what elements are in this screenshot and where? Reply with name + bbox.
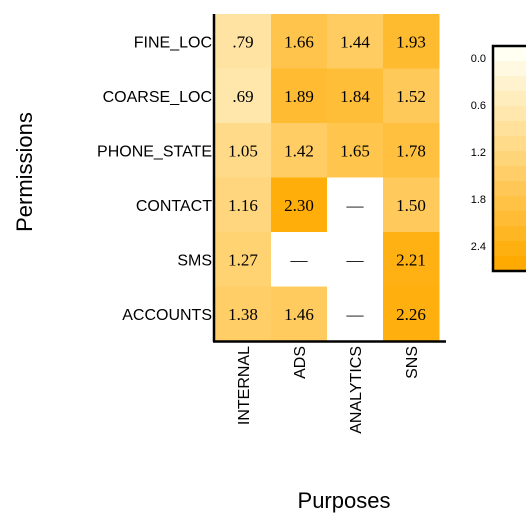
heatmap-cell: [215, 123, 272, 178]
row-labels: FINE_LOC COARSE_LOC PHONE_STATE CONTACT SMS A…: [97, 34, 212, 324]
heatmap-cell: [327, 14, 384, 69]
heatmap-cell: [383, 68, 440, 124]
heatmap-cell: [271, 123, 328, 178]
column-label: ADS: [292, 346, 309, 379]
heatmap-cell: [327, 123, 384, 178]
colorbar-segment: [493, 241, 526, 257]
cell-value-label: .79: [232, 32, 253, 51]
colorbar-segment: [493, 106, 526, 122]
cell-value-label: 2.30: [284, 196, 314, 215]
colorbar-segment: [493, 256, 526, 272]
heatmap-cell: [327, 68, 384, 124]
cell-value-label: 1.66: [284, 32, 314, 51]
colorbar: 0.0 0.6 1.2 1.8 2.4: [471, 44, 526, 273]
colorbar-segment: [493, 181, 526, 197]
heatmap-cell: [327, 177, 384, 233]
cell-value-label: 1.50: [396, 196, 426, 215]
row-label: COARSE_LOC: [103, 89, 212, 106]
heatmap-cell: [327, 286, 384, 342]
cell-value-label: 1.46: [284, 305, 314, 324]
cell-value-label: 1.44: [340, 32, 370, 51]
heatmap-cell: [271, 177, 328, 233]
heatmap-cell: [383, 232, 440, 287]
cell-value-label: 1.42: [284, 141, 314, 160]
cell-value-label: 1.93: [396, 32, 426, 51]
colorbar-tick-label: 1.2: [471, 147, 486, 159]
cell-value-label: 2.21: [396, 250, 426, 269]
heatmap-cell: [271, 286, 328, 342]
cell-value-label: 1.05: [228, 141, 258, 160]
row-label: SMS: [177, 252, 212, 269]
cell-value-label: 1.84: [340, 87, 370, 106]
colorbar-segment: [493, 211, 526, 227]
colorbar-segment: [493, 226, 526, 242]
x-axis-title: Purposes: [298, 488, 391, 513]
cell-value-label: —: [346, 305, 365, 324]
colorbar-tick-label: 0.0: [471, 53, 486, 65]
row-label: CONTACT: [136, 198, 212, 215]
colorbar-segment: [493, 61, 526, 77]
cell-value-label: —: [346, 196, 365, 215]
colorbar-segment: [493, 196, 526, 212]
column-label: SNS: [404, 346, 421, 379]
column-label: INTERNAL: [236, 346, 253, 425]
colorbar-segment: [493, 121, 526, 137]
row-label: PHONE_STATE: [97, 143, 212, 160]
heatmap-cell: [215, 177, 272, 233]
column-label: ANALYTICS: [348, 346, 365, 434]
colorbar-tick-label: 1.8: [471, 194, 486, 206]
heatmap-cell-labels: .79 1.66 1.44 1.93 .69 1.89 1.84 1.52 1.05 1.42 1.…: [228, 32, 426, 324]
colorbar-segment: [493, 151, 526, 167]
cell-value-label: 1.52: [396, 87, 426, 106]
colorbar-frame: [491, 44, 526, 273]
cell-value-label: 1.89: [284, 87, 314, 106]
cell-value-label: —: [346, 250, 365, 269]
heatmap-cell: [271, 14, 328, 69]
cell-value-label: 2.26: [396, 305, 426, 324]
cell-value-label: 1.16: [228, 196, 258, 215]
cell-value-label: —: [290, 250, 309, 269]
row-label: FINE_LOC: [134, 34, 212, 51]
heatmap-cell: [327, 232, 384, 287]
axes: [212, 14, 446, 343]
heatmap-cell: [271, 68, 328, 124]
cell-value-label: .69: [232, 87, 253, 106]
colorbar-tick-label: 0.6: [471, 100, 486, 112]
colorbar-segment: [493, 76, 526, 92]
heatmap-cells: [215, 14, 440, 342]
row-label: ACCOUNTS: [122, 307, 212, 324]
colorbar-tick-label: 2.4: [471, 241, 486, 253]
colorbar-segment: [493, 91, 526, 107]
colorbar-segment: [493, 136, 526, 152]
column-labels: INTERNAL ADS ANALYTICS SNS: [236, 346, 421, 434]
heatmap-cell: [215, 232, 272, 287]
heatmap-cell: [271, 232, 328, 287]
heatmap-cell: [215, 68, 272, 124]
y-axis-title: Permissions: [12, 112, 37, 232]
heatmap-cell: [383, 14, 440, 69]
cell-value-label: 1.27: [228, 250, 258, 269]
heatmap-cell: [215, 14, 272, 69]
heatmap-cell: [215, 286, 272, 342]
heatmap-cell: [383, 286, 440, 342]
colorbar-segment: [493, 166, 526, 182]
cell-value-label: 1.38: [228, 305, 258, 324]
cell-value-label: 1.65: [340, 141, 370, 160]
heatmap-cell: [383, 177, 440, 233]
heatmap-cell: [383, 123, 440, 178]
colorbar-segment: [493, 46, 526, 62]
cell-value-label: 1.78: [396, 141, 426, 160]
